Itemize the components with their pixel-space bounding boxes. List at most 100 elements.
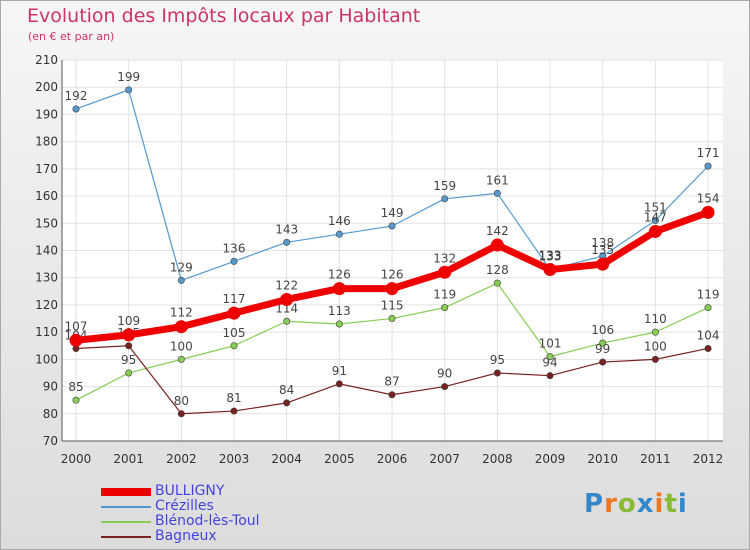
data-point-bagneux — [388, 391, 396, 399]
y-tick-label: 200 — [35, 80, 58, 94]
legend-label: Crézilles — [155, 498, 214, 514]
data-point-crezilles — [388, 222, 396, 230]
data-label-bulligny: 122 — [275, 278, 298, 292]
logo-letter: i — [677, 489, 688, 519]
x-tick-label: 2007 — [429, 452, 460, 466]
logo-letter: r — [604, 489, 618, 519]
data-label-crezilles: 138 — [591, 236, 614, 250]
data-point-bulligny — [122, 328, 136, 342]
x-tick-label: 2001 — [113, 452, 144, 466]
data-label-blenod-les-toul: 114 — [275, 301, 298, 315]
data-point-bulligny — [69, 333, 83, 347]
data-point-bagneux — [651, 355, 659, 363]
data-label-blenod-les-toul: 105 — [223, 326, 246, 340]
data-point-blenod-les-toul — [72, 396, 80, 404]
data-point-crezilles — [230, 257, 238, 265]
data-label-bagneux: 84 — [279, 383, 294, 397]
logo-letter: x — [636, 489, 655, 519]
y-tick-label: 90 — [43, 380, 58, 394]
data-label-bagneux: 99 — [595, 342, 610, 356]
data-point-bagneux — [546, 372, 554, 380]
data-point-blenod-les-toul — [335, 320, 343, 328]
x-tick-label: 2010 — [587, 452, 618, 466]
y-tick-label: 140 — [35, 244, 58, 258]
data-point-bulligny — [438, 265, 452, 279]
data-label-crezilles: 161 — [486, 173, 509, 187]
x-tick-label: 2011 — [640, 452, 671, 466]
y-tick-label: 170 — [35, 162, 58, 176]
data-label-crezilles: 149 — [381, 206, 404, 220]
data-point-bagneux — [704, 344, 712, 352]
data-label-crezilles: 151 — [644, 201, 667, 215]
data-label-blenod-les-toul: 115 — [381, 299, 404, 313]
data-point-crezilles — [72, 105, 80, 113]
data-point-crezilles — [125, 86, 133, 94]
y-tick-label: 100 — [35, 352, 58, 366]
data-label-bulligny: 142 — [486, 224, 509, 238]
data-point-bulligny — [227, 306, 241, 320]
data-label-bulligny: 107 — [65, 319, 88, 333]
data-point-bagneux — [335, 380, 343, 388]
y-tick-label: 150 — [35, 216, 58, 230]
data-point-blenod-les-toul — [441, 304, 449, 312]
data-label-bagneux: 81 — [226, 391, 241, 405]
data-label-bulligny: 154 — [697, 191, 720, 205]
data-label-blenod-les-toul: 110 — [644, 312, 667, 326]
data-point-crezilles — [704, 162, 712, 170]
data-point-blenod-les-toul — [283, 317, 291, 325]
data-point-bulligny — [490, 238, 504, 252]
data-label-bulligny: 147 — [644, 210, 667, 224]
data-label-crezilles: 136 — [223, 241, 246, 255]
data-label-crezilles: 146 — [328, 214, 351, 228]
data-label-crezilles: 159 — [433, 179, 456, 193]
data-point-bagneux — [283, 399, 291, 407]
y-tick-label: 190 — [35, 107, 58, 121]
x-tick-label: 2009 — [535, 452, 566, 466]
data-point-blenod-les-toul — [493, 279, 501, 287]
data-label-bagneux: 104 — [697, 328, 720, 342]
data-point-bagneux — [441, 383, 449, 391]
data-point-bagneux — [177, 410, 185, 418]
legend-label: Blénod-lès-Toul — [155, 513, 260, 529]
data-point-crezilles — [283, 238, 291, 246]
data-point-blenod-les-toul — [230, 342, 238, 350]
data-point-bulligny — [701, 205, 715, 219]
data-label-blenod-les-toul: 119 — [433, 288, 456, 302]
data-point-blenod-les-toul — [704, 304, 712, 312]
data-label-bagneux: 100 — [644, 339, 667, 353]
data-label-crezilles: 129 — [170, 260, 193, 274]
data-label-bagneux: 95 — [490, 353, 505, 367]
legend-swatch — [101, 536, 151, 538]
data-point-crezilles — [493, 189, 501, 197]
data-point-bagneux — [230, 407, 238, 415]
x-tick-label: 2000 — [61, 452, 92, 466]
data-label-blenod-les-toul: 85 — [68, 380, 83, 394]
data-point-bulligny — [174, 320, 188, 334]
logo-letter: o — [617, 489, 637, 519]
data-label-crezilles: 133 — [539, 250, 562, 264]
data-label-crezilles: 192 — [65, 89, 88, 103]
y-tick-label: 160 — [35, 189, 58, 203]
data-point-blenod-les-toul — [546, 353, 554, 361]
data-label-bagneux: 91 — [332, 364, 347, 378]
data-point-bagneux — [493, 369, 501, 377]
x-tick-label: 2005 — [324, 452, 355, 466]
data-point-bulligny — [648, 224, 662, 238]
data-point-blenod-les-toul — [125, 369, 133, 377]
y-tick-label: 120 — [35, 298, 58, 312]
y-tick-label: 130 — [35, 271, 58, 285]
y-tick-label: 210 — [35, 53, 58, 67]
data-label-bagneux: 87 — [384, 375, 399, 389]
data-label-blenod-les-toul: 128 — [486, 263, 509, 277]
logo-letter: t — [664, 489, 678, 519]
y-tick-label: 110 — [35, 325, 58, 339]
data-label-bulligny: 135 — [591, 243, 614, 257]
data-point-bulligny — [385, 282, 399, 296]
data-label-blenod-les-toul: 119 — [697, 288, 720, 302]
legend-label: BULLIGNY — [155, 483, 225, 499]
data-point-crezilles — [441, 195, 449, 203]
data-label-blenod-les-toul: 113 — [328, 304, 351, 318]
data-point-blenod-les-toul — [177, 355, 185, 363]
data-label-blenod-les-toul: 101 — [539, 337, 562, 351]
x-tick-label: 2008 — [482, 452, 513, 466]
